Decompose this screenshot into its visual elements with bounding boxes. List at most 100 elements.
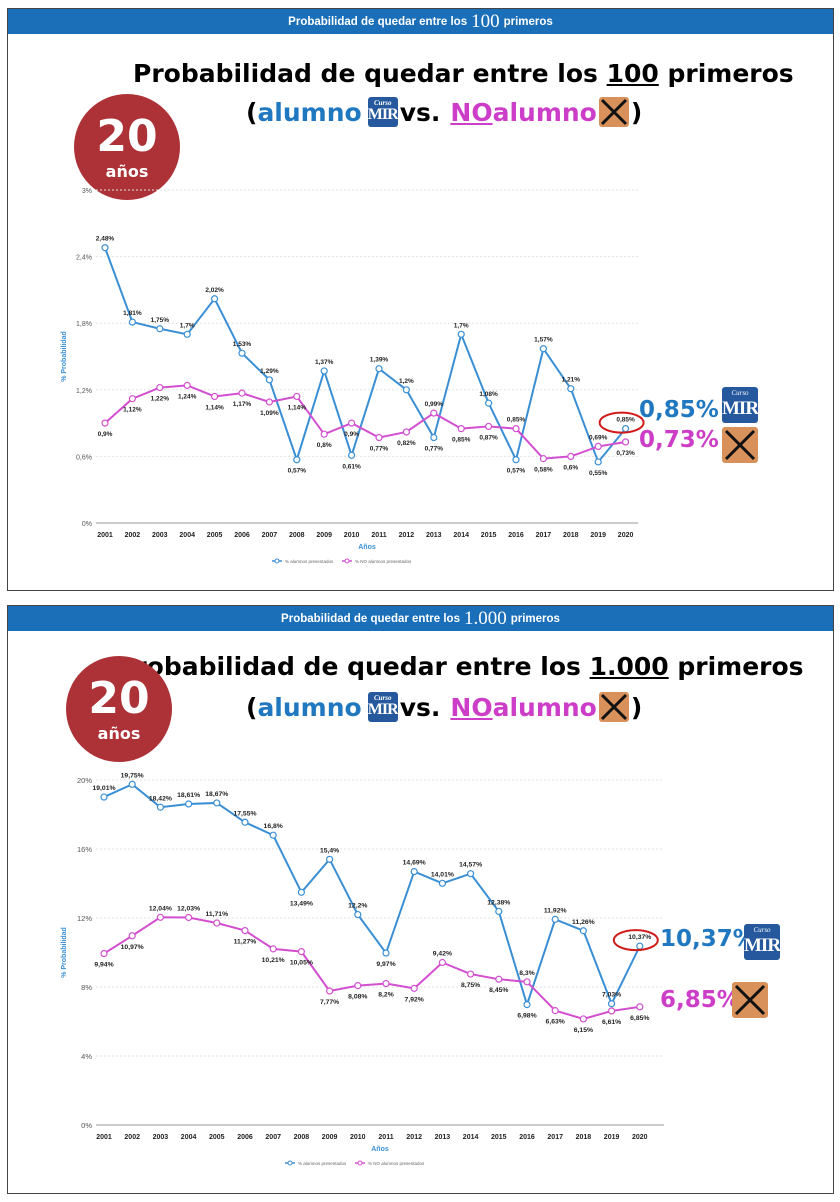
crossed-mir-logo-icon — [598, 692, 629, 722]
data-point — [410, 867, 418, 876]
paren-close: ) — [630, 692, 643, 722]
data-point — [579, 927, 588, 935]
x-tick-label: 2012 — [406, 1134, 422, 1141]
data-label: 8,08% — [348, 994, 367, 1001]
data-label: 1,7% — [180, 322, 195, 329]
title-line: Probabilidad de quedar entre los 100 pri… — [133, 59, 794, 88]
data-point — [551, 915, 559, 923]
data-point — [438, 879, 446, 887]
data-point — [185, 800, 193, 808]
data-point — [100, 793, 108, 801]
data-label: 8,75% — [461, 982, 480, 989]
data-point — [128, 780, 136, 788]
header-text-end: primeros — [510, 612, 560, 625]
header-text: Probabilidad de quedar entre los — [288, 15, 468, 28]
data-point — [156, 383, 164, 392]
subtitle-no: NO — [450, 97, 493, 127]
data-point — [320, 367, 328, 375]
side-value-alumno: 10,37% — [660, 926, 756, 952]
data-point — [402, 428, 410, 436]
x-tick-label: 2002 — [125, 532, 141, 539]
subtitle-vs: vs. — [399, 692, 441, 722]
data-label: 1,39% — [370, 357, 389, 364]
y-tick-label: 0,6% — [76, 454, 92, 461]
data-point — [567, 452, 575, 460]
data-point — [430, 409, 438, 417]
data-point — [101, 419, 109, 427]
data-point — [293, 392, 301, 401]
data-point — [457, 425, 465, 433]
data-label: 9,42% — [433, 951, 452, 958]
data-point — [636, 942, 644, 950]
data-label: 1,08% — [479, 391, 498, 398]
subtitle-alumno: alumno — [257, 97, 362, 127]
x-tick-label: 2012 — [399, 532, 415, 539]
data-label: 1,14% — [205, 404, 224, 411]
data-label: 6,61% — [602, 1019, 621, 1026]
data-point — [512, 425, 520, 433]
data-point — [523, 1000, 531, 1009]
x-tick-label: 2005 — [209, 1134, 225, 1141]
curso-mir-logo-icon: Curso MIR — [367, 692, 399, 722]
logo-text-main: MIR — [367, 701, 399, 718]
side-value-alumno: 0,85% — [639, 397, 719, 423]
x-tick-label: 2018 — [576, 1134, 592, 1141]
data-label: 1,57% — [534, 337, 553, 344]
data-point — [128, 318, 137, 326]
logo-text-small: Curso — [373, 694, 392, 702]
paren-open: ( — [246, 692, 258, 722]
data-label: 14,69% — [403, 860, 426, 867]
data-label: 9,94% — [94, 962, 113, 969]
data-label: 1,7% — [454, 322, 469, 329]
curso-mir-logo-icon: Curso MIR — [744, 924, 781, 960]
x-tick-label: 2003 — [152, 532, 168, 539]
data-point — [485, 399, 493, 407]
panel-header-bar: Probabilidad de quedar entre los 100 pri… — [8, 9, 833, 34]
data-point — [269, 831, 277, 839]
data-label: 19,75% — [121, 772, 144, 779]
data-point — [467, 870, 475, 878]
cross-icon — [724, 429, 756, 461]
x-axis-title: Años — [358, 544, 376, 551]
cross-icon — [600, 98, 627, 126]
y-tick-label: 12% — [77, 914, 92, 923]
x-tick-label: 2010 — [350, 1134, 366, 1141]
data-point — [607, 1000, 616, 1008]
data-point — [213, 799, 221, 807]
data-label: 2,02% — [205, 287, 224, 294]
highlight-ellipse — [612, 929, 659, 952]
series-line — [104, 384, 626, 460]
x-tick-label: 2015 — [491, 1134, 507, 1141]
data-label: 14,57% — [459, 862, 482, 869]
data-label: 0,73% — [616, 450, 635, 457]
data-label: 10,97% — [121, 944, 144, 951]
curso-mir-logo-icon: Curso MIR — [367, 97, 399, 127]
y-tick-label: 0% — [81, 1121, 92, 1130]
title-line: Probabilidad de quedar entre los 1.000 p… — [116, 652, 804, 681]
legend-label: % NO alumnos presentados — [355, 559, 412, 564]
paren-open: ( — [246, 97, 258, 127]
legend-label: % NO alumnos presentados — [368, 1161, 425, 1166]
data-label: 19,01% — [92, 785, 115, 792]
header-number: 100 — [471, 10, 500, 32]
data-point — [621, 438, 630, 446]
data-label: 16,8% — [264, 823, 283, 830]
x-tick-label: 2008 — [294, 1134, 310, 1141]
highlight-ellipse — [598, 411, 645, 434]
data-label: 1,22% — [151, 396, 170, 403]
data-label: 6,85% — [630, 1015, 649, 1022]
data-label: 8,2% — [378, 992, 394, 999]
data-point — [156, 803, 164, 811]
data-point — [375, 365, 383, 373]
data-point — [326, 855, 334, 863]
badge-word: años — [105, 162, 149, 181]
line-chart-100: 0% 0,6% 1,2% 1,8% 2,4% 3% 2001 2002 2003 2004 2005… — [61, 188, 645, 564]
logo-text-small: Curso — [373, 99, 392, 107]
data-point — [467, 970, 475, 978]
data-label: 9,97% — [376, 961, 395, 968]
data-point — [348, 451, 356, 459]
panel-header-bar: Probabilidad de quedar entre los 1.000 p… — [8, 606, 833, 631]
data-point — [101, 244, 109, 252]
data-point — [100, 949, 108, 958]
x-tick-label: 2019 — [604, 1134, 620, 1141]
